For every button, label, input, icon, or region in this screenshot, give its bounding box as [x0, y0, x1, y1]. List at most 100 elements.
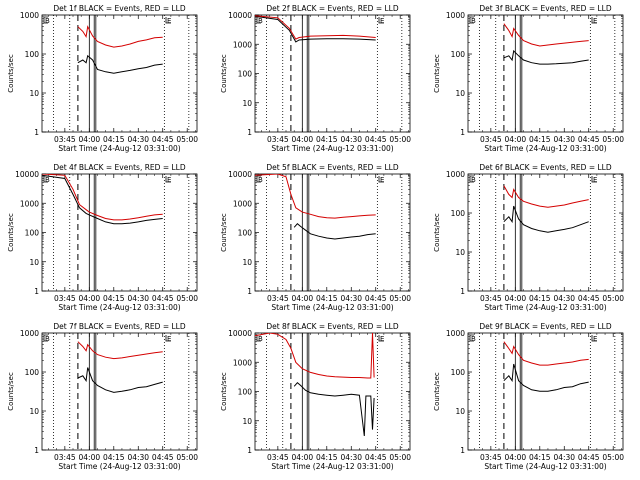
panel-det-8: Det 8f BLACK = Events, RED = LLD 1 10 100 10… [220, 322, 411, 471]
series-line-lld [255, 333, 375, 379]
panel-title: Det 2f BLACK = Events, RED = LLD [266, 4, 399, 13]
y-tick-label: 10 [242, 99, 252, 108]
x-tick-label: 04:15 [103, 453, 125, 462]
series-line-lld [255, 15, 376, 40]
x-tick-label: 04:45 [578, 135, 600, 144]
series-line-lld [503, 23, 589, 47]
panel-det-3: Det 3f BLACK = Events, RED = LLD 1 10 100 10… [433, 4, 624, 153]
x-tick-label: 05:00 [389, 135, 411, 144]
x-axis-label: Start Time (24-Aug-12 03:31:00) [271, 144, 393, 153]
begin-bracket [256, 175, 261, 183]
x-tick-label: 04:00 [292, 135, 314, 144]
y-tick-label: 1000 [233, 358, 252, 367]
x-tick-label: 04:30 [553, 135, 575, 144]
panel-det-6: Det 6f BLACK = Events, RED = LLD 1 10 100 10… [433, 163, 624, 312]
x-tick-label: 05:00 [389, 294, 411, 303]
begin-bracket [469, 175, 474, 183]
y-tick-label: 1 [460, 128, 465, 137]
y-tick-label: 100 [25, 229, 40, 238]
series-line-events [77, 54, 163, 74]
panel-title: Det 6f BLACK = Events, RED = LLD [479, 163, 612, 172]
end-bracket [591, 17, 597, 24]
plot-frame [41, 14, 198, 133]
y-axis-label: Counts/sec [7, 213, 15, 252]
series-line-events [293, 223, 376, 240]
y-tick-label: 10000 [15, 170, 39, 179]
end-bracket [165, 176, 171, 183]
x-tick-label: 04:45 [365, 135, 387, 144]
plot-frame [254, 173, 411, 292]
panel-title: Det 9f BLACK = Events, RED = LLD [479, 322, 612, 331]
y-tick-label: 100 [451, 209, 466, 218]
x-tick-label: 04:00 [505, 294, 527, 303]
series-line-lld [503, 341, 589, 366]
begin-marker-label: B [45, 335, 50, 343]
x-tick-label: 04:15 [529, 453, 551, 462]
end-marker-label: E [593, 335, 597, 343]
y-tick-label: 10 [455, 89, 465, 98]
x-tick-label: 04:30 [553, 453, 575, 462]
x-axis-label: Start Time (24-Aug-12 03:31:00) [484, 144, 606, 153]
begin-marker-label: B [258, 176, 263, 184]
x-tick-label: 04:45 [152, 294, 174, 303]
plot-frame [41, 332, 198, 451]
panel-title: Det 3f BLACK = Events, RED = LLD [479, 4, 612, 13]
x-tick-label: 04:15 [103, 294, 125, 303]
x-tick-label: 03:45 [54, 135, 76, 144]
panel-det-7: Det 7f BLACK = Events, RED = LLD 1 10 100 10… [7, 322, 198, 471]
y-tick-label: 100 [451, 368, 466, 377]
x-tick-label: 04:45 [365, 294, 387, 303]
y-axis-label: Counts/sec [220, 372, 228, 411]
x-tick-label: 04:30 [127, 135, 149, 144]
plot-frame [467, 14, 624, 133]
x-tick-label: 03:45 [480, 453, 502, 462]
panel-title: Det 4f BLACK = Events, RED = LLD [53, 163, 186, 172]
begin-bracket [43, 16, 48, 24]
y-tick-label: 10 [455, 248, 465, 257]
series-line-events [503, 49, 589, 65]
series-line-events [503, 205, 589, 233]
x-tick-label: 04:15 [316, 294, 338, 303]
y-tick-label: 100 [238, 70, 253, 79]
end-bracket [591, 335, 597, 342]
y-tick-label: 1000 [446, 170, 465, 179]
y-axis-label: Counts/sec [433, 372, 441, 411]
x-tick-label: 03:45 [267, 453, 289, 462]
plot-frame [254, 14, 411, 133]
x-tick-label: 04:00 [292, 453, 314, 462]
y-tick-label: 100 [451, 50, 466, 59]
y-tick-label: 1000 [233, 40, 252, 49]
y-tick-label: 1000 [20, 329, 39, 338]
x-tick-label: 05:00 [602, 294, 624, 303]
x-tick-label: 03:45 [267, 135, 289, 144]
begin-bracket [43, 334, 48, 342]
y-tick-label: 1 [34, 128, 39, 137]
y-axis-label: Counts/sec [433, 54, 441, 93]
x-axis-label: Start Time (24-Aug-12 03:31:00) [271, 462, 393, 471]
end-marker-label: E [380, 176, 384, 184]
x-tick-label: 04:15 [316, 135, 338, 144]
x-tick-label: 04:45 [365, 453, 387, 462]
x-tick-label: 05:00 [176, 453, 198, 462]
x-axis-label: Start Time (24-Aug-12 03:31:00) [58, 303, 180, 312]
y-axis-label: Counts/sec [220, 213, 228, 252]
end-marker-label: E [167, 17, 171, 25]
end-marker-label: E [167, 176, 171, 184]
plot-frame [467, 332, 624, 451]
x-tick-label: 03:45 [54, 453, 76, 462]
panel-det-4: Det 4f BLACK = Events, RED = LLD 1 10 100 10… [7, 163, 198, 312]
panel-title: Det 7f BLACK = Events, RED = LLD [53, 322, 186, 331]
x-tick-label: 04:00 [79, 294, 101, 303]
y-tick-label: 10 [242, 258, 252, 267]
x-tick-label: 05:00 [176, 294, 198, 303]
x-axis-label: Start Time (24-Aug-12 03:31:00) [58, 144, 180, 153]
y-tick-label: 1 [460, 446, 465, 455]
y-tick-label: 1000 [20, 11, 39, 20]
x-tick-label: 04:45 [578, 453, 600, 462]
plot-frame [467, 173, 624, 292]
y-tick-label: 10 [455, 407, 465, 416]
x-tick-label: 04:15 [529, 294, 551, 303]
y-tick-label: 100 [238, 229, 253, 238]
y-tick-label: 1 [34, 287, 39, 296]
